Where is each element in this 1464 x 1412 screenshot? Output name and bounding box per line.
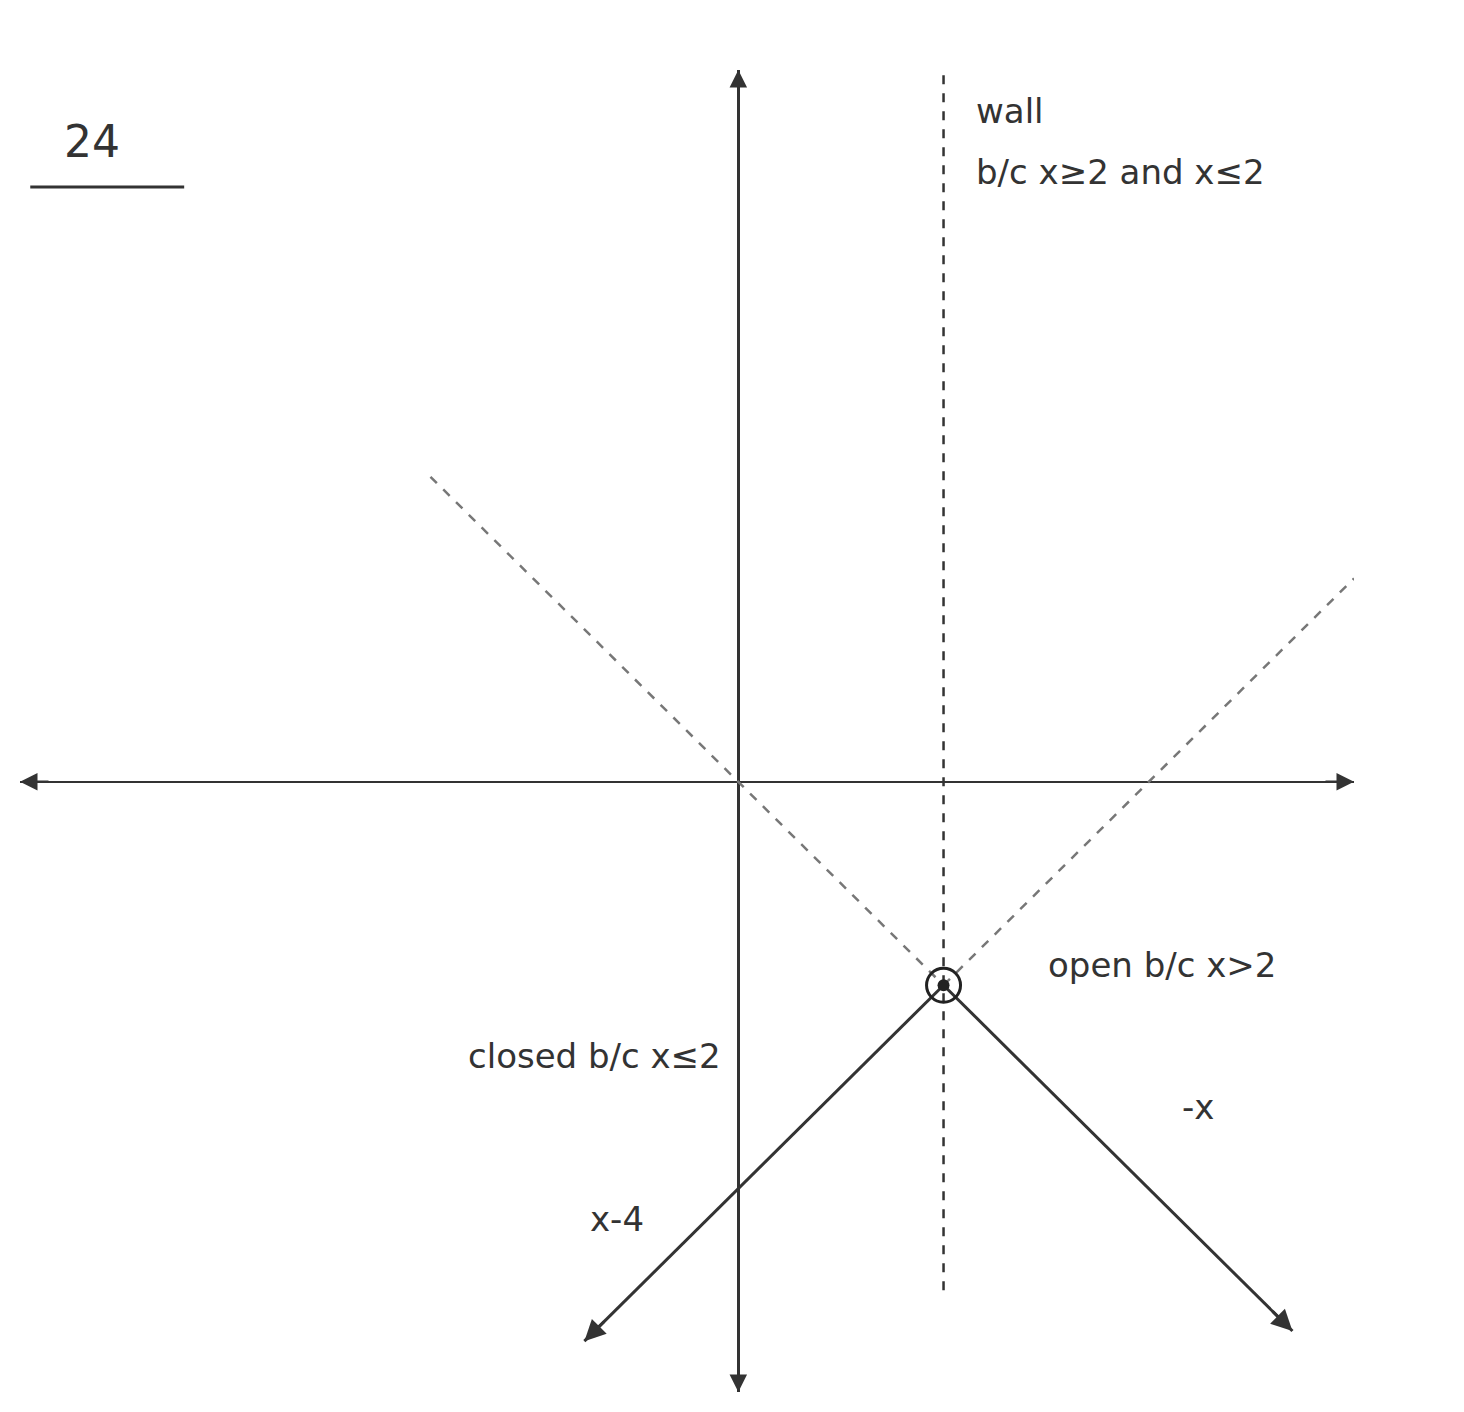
svg-text:x-4: x-4 xyxy=(590,1199,644,1239)
svg-text:-x: -x xyxy=(1182,1087,1214,1127)
svg-text:open b/c x>2: open b/c x>2 xyxy=(1048,945,1276,985)
svg-text:b/c x≥2 and x≤2: b/c x≥2 and x≤2 xyxy=(976,152,1265,192)
svg-text:wall: wall xyxy=(976,91,1044,131)
svg-text:closed b/c x≤2: closed b/c x≤2 xyxy=(468,1036,721,1076)
svg-text:24: 24 xyxy=(64,116,120,167)
